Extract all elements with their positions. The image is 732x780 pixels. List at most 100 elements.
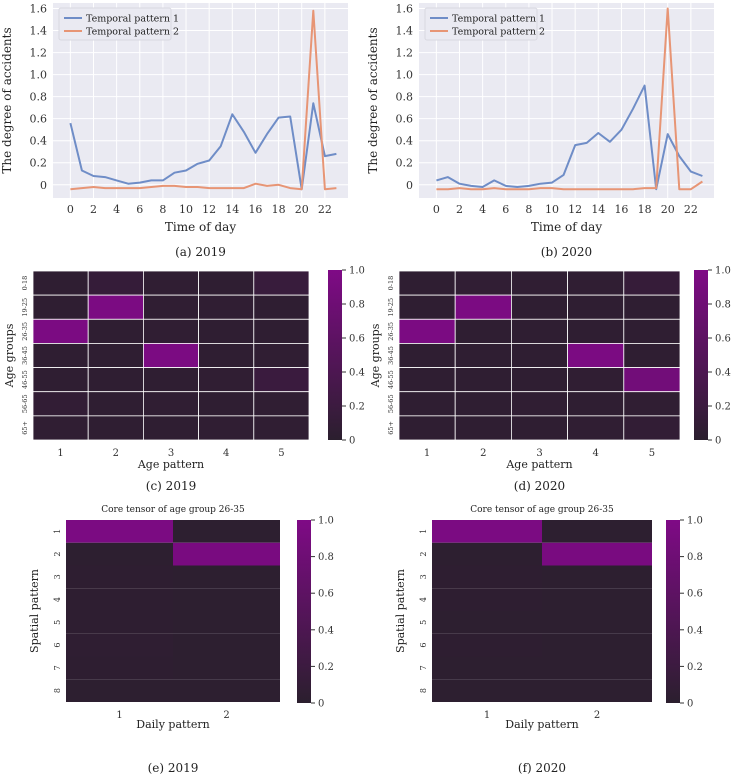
y-tick-label: 0.6: [30, 113, 48, 126]
colorbar-tick-label: 1.0: [349, 266, 365, 277]
x-tick-label: 4: [479, 203, 486, 216]
y-tick-label: 0-18: [21, 276, 29, 291]
heat-cell: [66, 520, 173, 543]
y-tick-label: 1: [53, 529, 62, 534]
colorbar-tick-label: 0.2: [687, 662, 703, 673]
legend-label: Temporal pattern 2: [86, 27, 179, 38]
x-tick-label: 6: [136, 203, 143, 216]
heat-cell: [623, 343, 681, 368]
heat-cell: [432, 679, 542, 702]
series-line-1: [436, 84, 703, 191]
y-tick-label: 1.0: [396, 69, 414, 82]
heat-cell: [398, 367, 456, 393]
heat-cell: [87, 294, 144, 320]
heat-cell: [87, 415, 144, 441]
heat-cell: [542, 679, 652, 702]
x-tick-label: 14: [591, 203, 605, 216]
heat-cell: [87, 391, 144, 417]
heat-cell: [173, 565, 280, 589]
heat-cell: [173, 656, 280, 680]
x-tick-label: 2: [223, 710, 229, 721]
heat-cell: [32, 391, 89, 417]
line-chart-a: 0 2 4 6 8 10 12 14 16 18 20 22 0 0.2 0.4 0.6 0.8 1.0 1.2 1.…: [0, 3, 348, 259]
heat-cell: [510, 318, 568, 344]
colorbar-tick-label: 0.8: [687, 552, 703, 563]
y-tick-label: 0.2: [30, 157, 48, 170]
heatmap-d: 1 2 3 4 5 0-18 19-25 26-35 36-45 46-55 56-65 65+ Age…: [369, 266, 731, 494]
chart-title: Core tensor of age group 26-35: [101, 505, 245, 515]
heat-cell: [623, 270, 681, 296]
y-tick-label: 7: [53, 665, 62, 670]
y-tick-label: 19-25: [387, 298, 395, 317]
x-tick-label: 1: [484, 710, 490, 721]
x-tick-label: 3: [536, 448, 542, 459]
y-tick-label: 46-55: [387, 370, 395, 389]
x-tick-label: 16: [248, 203, 262, 216]
colorbar-gradient: [694, 270, 708, 440]
y-tick-label: 1.2: [30, 47, 48, 60]
heat-cell: [542, 633, 652, 657]
y-axis-label: Spatial pattern: [394, 569, 407, 653]
y-tick-label: 0.6: [396, 113, 414, 126]
colorbar-tick-label: 0.8: [715, 300, 731, 311]
caption: (e) 2019: [148, 761, 199, 775]
y-tick-label: 26-35: [387, 322, 395, 341]
colorbar-tick-label: 0.8: [349, 300, 365, 311]
x-tick-label: 12: [568, 203, 582, 216]
y-tick-label: 1.4: [30, 25, 48, 38]
y-tick-label: 0.8: [30, 91, 48, 104]
heat-cell: [432, 565, 542, 589]
colorbar-tick-label: 0.6: [687, 589, 703, 600]
heat-cell: [87, 343, 144, 368]
heat-cell: [542, 656, 652, 680]
y-tick-label: 2: [419, 552, 428, 557]
y-tick-label: 36-45: [21, 346, 29, 365]
x-axis-label: Daily pattern: [136, 718, 209, 731]
heat-cell: [454, 367, 512, 393]
series-line-1: [69, 102, 337, 191]
legend-box: [424, 7, 538, 41]
heat-cell: [454, 391, 512, 417]
heat-cell: [398, 318, 456, 344]
heat-cell: [66, 542, 173, 566]
heat-cell: [142, 294, 199, 320]
heat-cell: [623, 294, 681, 320]
heat-cell: [198, 391, 255, 417]
heat-cell: [567, 415, 625, 441]
y-tick-label: 1.4: [396, 25, 414, 38]
colorbar-tick-label: 0: [687, 699, 693, 710]
y-tick-label: 1.6: [30, 3, 48, 16]
x-axis-label: Age pattern: [137, 458, 204, 471]
colorbar-tick-label: 0.8: [318, 552, 334, 563]
heat-cell: [623, 391, 681, 417]
x-tick-label: 2: [594, 710, 600, 721]
legend-box: [58, 7, 172, 41]
y-tick-label: 26-35: [21, 322, 29, 341]
y-tick-label: 6: [53, 643, 62, 648]
y-tick-label: 2: [53, 552, 62, 557]
heat-cell: [454, 294, 512, 320]
heat-cell: [32, 415, 89, 441]
heat-cell: [173, 520, 280, 543]
legend-label: Temporal pattern 1: [452, 14, 545, 25]
heat-cell: [66, 656, 173, 680]
x-tick-label: 16: [614, 203, 628, 216]
x-tick-label: 0: [67, 203, 74, 216]
x-axis-label: Time of day: [165, 220, 236, 234]
colorbar-tick-label: 0.6: [349, 334, 365, 345]
heat-cell: [510, 415, 568, 441]
heat-cell: [198, 270, 255, 296]
y-tick-label: 0: [40, 179, 47, 192]
colorbar-gradient: [297, 520, 311, 703]
y-tick-label: 8: [419, 688, 428, 693]
heat-cell: [432, 611, 542, 634]
colorbar-tick-label: 0: [318, 699, 324, 710]
x-tick-label: 2: [113, 448, 119, 459]
y-tick-label: 46-55: [21, 370, 29, 389]
heat-cell: [510, 270, 568, 296]
heat-cell: [542, 565, 652, 589]
colorbar-tick-label: 0.2: [715, 402, 731, 413]
y-tick-label: 4: [419, 597, 428, 602]
y-tick-label: 56-65: [21, 394, 29, 413]
x-tick-label: 22: [318, 203, 332, 216]
